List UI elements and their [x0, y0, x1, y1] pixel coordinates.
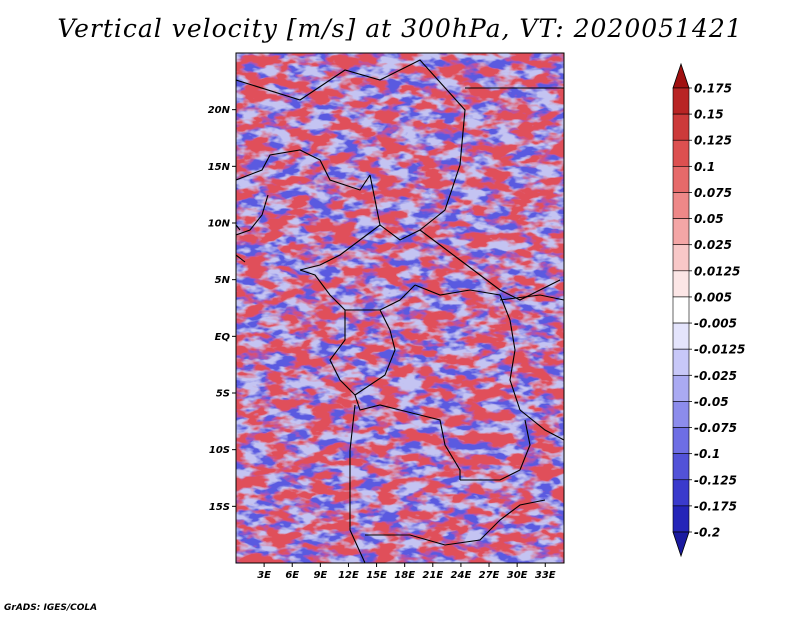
colorbar-label: 0.0125	[694, 264, 740, 278]
colorbar-bin	[672, 322, 690, 350]
colorbar-label: 0.1	[694, 160, 715, 174]
colorbar-bin	[672, 270, 690, 298]
colorbar-label: -0.175	[694, 499, 737, 513]
colorbar-bin	[672, 87, 690, 115]
colorbar-label: -0.1	[694, 447, 720, 461]
colorbar-bin	[672, 348, 690, 376]
colorbar-label: 0.175	[694, 82, 732, 96]
colorbar-bin	[672, 427, 690, 454]
lon-tick-label: 30E	[507, 570, 528, 581]
colorbar-bin	[672, 192, 690, 219]
colorbar-label: 0.075	[694, 186, 732, 200]
colorbar-bin	[672, 244, 690, 272]
colorbar-label: -0.125	[694, 473, 737, 487]
lat-tick-label: 15S	[209, 502, 230, 513]
colorbar-top-arrow	[672, 62, 690, 89]
colorbar-label: -0.2	[694, 526, 720, 540]
lon-tick-label: 21E	[422, 570, 443, 581]
lon-tick-label: 18E	[394, 570, 415, 581]
lat-tick-label: 10S	[209, 445, 230, 456]
colorbar-bin	[672, 139, 690, 167]
colorbar-bin	[672, 166, 690, 193]
lon-tick-label: 27E	[479, 570, 500, 581]
vertical-velocity-field	[236, 53, 564, 563]
lon-tick-label: 15E	[366, 570, 387, 581]
colorbar-bin	[672, 296, 690, 324]
latitude-axis: 20N 15N 10N 5N EQ 5S 10S 15S	[208, 105, 236, 513]
lat-tick-label: EQ	[215, 332, 231, 343]
colorbar-bottom-arrow	[672, 531, 690, 558]
colorbar-label: -0.0125	[694, 343, 745, 357]
colorbar-label: 0.025	[694, 238, 732, 252]
colorbar-bin	[672, 453, 690, 481]
colorbar-bin	[672, 401, 690, 428]
lon-tick-label: 33E	[535, 570, 556, 581]
colorbar-bin	[672, 218, 690, 246]
colorbar-label: 0.05	[694, 212, 724, 226]
country-borders	[236, 59, 564, 563]
grads-credit: GrADS: IGES/COLA	[4, 603, 98, 613]
longitude-axis: 3E 6E 9E 12E 15E 18E 21E 24E 27E 30E 33E	[257, 563, 556, 581]
colorbar-label: -0.05	[694, 395, 729, 409]
colorbar-bin	[672, 479, 690, 507]
colorbar: 0.175 0.15 0.125 0.1 0.075 0.05 0.025 0.0125 0.0…	[672, 62, 745, 558]
colorbar-label: 0.15	[694, 108, 724, 122]
colorbar-bin	[672, 505, 690, 533]
lon-tick-label: 9E	[313, 570, 327, 581]
colorbar-label: 0.005	[694, 290, 732, 304]
lat-tick-label: 5N	[215, 275, 231, 286]
colorbar-label: -0.005	[694, 317, 737, 331]
lat-tick-label: 10N	[208, 219, 231, 230]
colorbar-label: 0.125	[694, 134, 732, 148]
chart-title: Vertical velocity [m/s] at 300hPa, VT: 2…	[57, 14, 743, 43]
colorbar-bin	[672, 374, 690, 402]
colorbar-label: -0.025	[694, 369, 737, 383]
lon-tick-label: 6E	[285, 570, 299, 581]
map-area	[235, 52, 565, 564]
colorbar-label: -0.075	[694, 421, 737, 435]
lon-tick-label: 3E	[257, 570, 271, 581]
map-frame	[235, 52, 565, 564]
colorbar-bin	[672, 113, 690, 141]
lat-tick-label: 5S	[216, 389, 230, 400]
lat-tick-label: 15N	[208, 162, 231, 173]
lon-tick-label: 12E	[338, 570, 359, 581]
lat-tick-label: 20N	[208, 105, 231, 116]
lon-tick-label: 24E	[451, 570, 472, 581]
